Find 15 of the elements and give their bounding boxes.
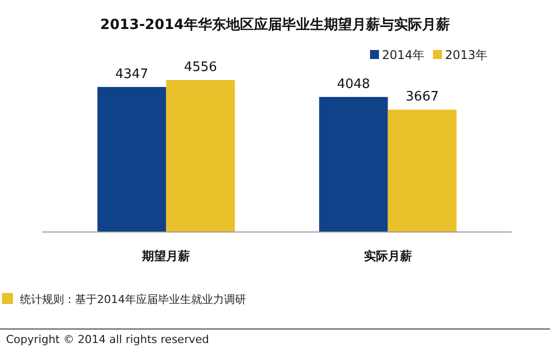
- bar: [97, 86, 166, 232]
- data-label: 4347: [115, 66, 148, 82]
- data-label: 4048: [336, 76, 370, 92]
- data-label: 4556: [184, 60, 218, 75]
- x-tick-label: 实际月薪: [364, 249, 412, 263]
- bar: [166, 80, 235, 232]
- text: Copyright © 2014 all rights reserved: [6, 333, 209, 346]
- chart-title: 2013-2014年华东地区应届毕业生期望月薪与实际月薪: [100, 16, 450, 33]
- bar: [388, 110, 457, 232]
- legend-label: 2014年: [382, 48, 425, 62]
- text: 统计规则：基于2014年应届毕业生就业力调研: [20, 293, 246, 306]
- legend-label: 2013年: [445, 48, 488, 62]
- data-label: 3667: [406, 90, 439, 105]
- bar: [319, 96, 388, 232]
- x-tick-label: 期望月薪: [141, 249, 190, 263]
